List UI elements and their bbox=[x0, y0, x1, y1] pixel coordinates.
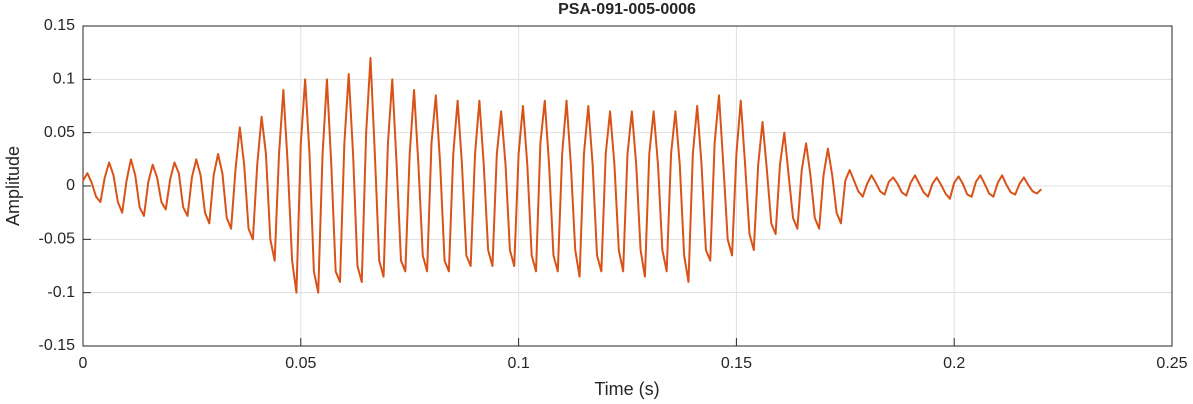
y-tick-label: 0 bbox=[66, 177, 75, 194]
y-tick-label: 0.05 bbox=[44, 124, 75, 141]
chart-title: PSA-091-005-0006 bbox=[558, 1, 696, 18]
waveform-line bbox=[82, 57, 1043, 294]
plot-frame bbox=[82, 25, 1173, 347]
y-tick-label: 0.15 bbox=[44, 17, 75, 34]
x-tick-label: 0.15 bbox=[721, 355, 752, 372]
y-axis-label: Amplitude bbox=[3, 146, 23, 226]
x-tick-label: 0.2 bbox=[943, 355, 965, 372]
x-tick-label: 0.1 bbox=[507, 355, 529, 372]
x-tick-label: 0.05 bbox=[285, 355, 316, 372]
x-tick-label: 0.25 bbox=[1156, 355, 1187, 372]
y-tick-label: -0.15 bbox=[39, 337, 76, 354]
y-tick-label: -0.1 bbox=[47, 284, 75, 301]
x-tick-label: 0 bbox=[79, 355, 88, 372]
y-tick-label: 0.1 bbox=[53, 71, 75, 88]
x-axis-label: Time (s) bbox=[594, 379, 659, 399]
y-tick-label: -0.05 bbox=[39, 231, 76, 248]
